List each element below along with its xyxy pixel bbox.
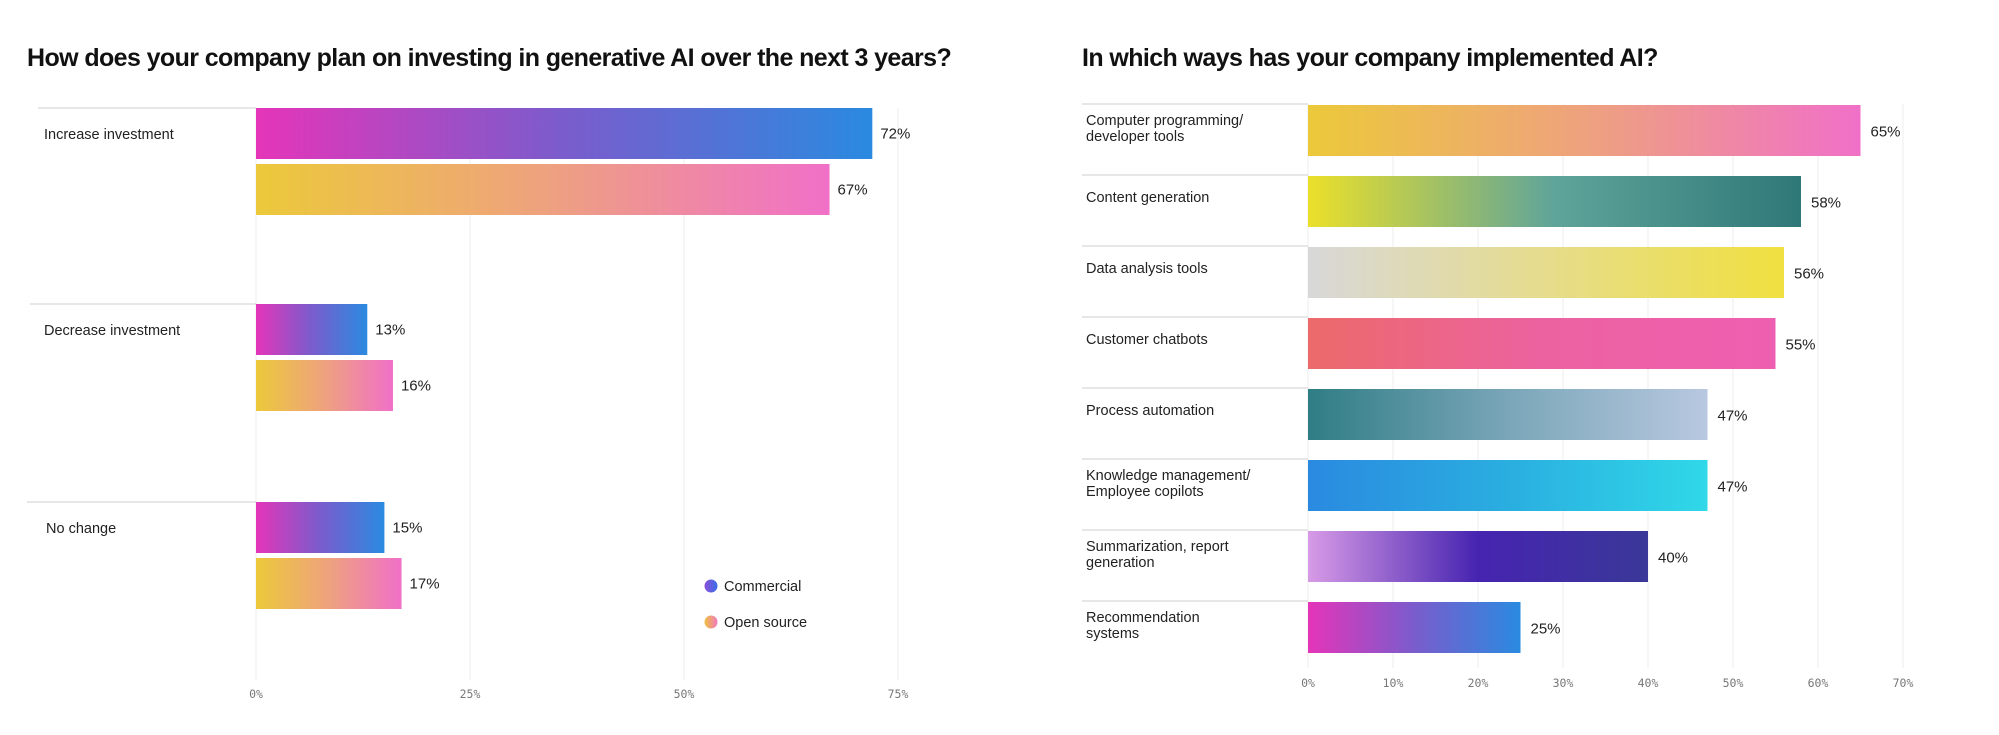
legend-label: Open source	[724, 615, 807, 631]
x-tick-label: 60%	[1808, 676, 1829, 690]
bar-value-label: 16%	[401, 378, 431, 395]
bar	[1308, 105, 1861, 156]
x-tick-label: 40%	[1638, 676, 1659, 690]
x-tick-label: 70%	[1893, 676, 1914, 690]
bar-value-label: 58%	[1811, 195, 1841, 212]
bar-value-label: 56%	[1794, 266, 1824, 283]
bar	[256, 164, 830, 215]
x-tick-label: 50%	[674, 687, 695, 701]
x-tick-label: 50%	[1723, 676, 1744, 690]
category-label: Process automation	[1086, 403, 1214, 419]
bar	[1308, 531, 1648, 582]
bar-value-label: 25%	[1531, 621, 1561, 638]
chart-panel-implementation: In which ways has your company implement…	[1060, 0, 1999, 735]
bar	[256, 304, 368, 355]
bar-value-label: 65%	[1871, 124, 1901, 141]
category-label: Content generation	[1086, 190, 1209, 206]
legend-swatch	[704, 579, 718, 593]
legend-label: Commercial	[724, 579, 801, 595]
chart-title-investment: How does your company plan on investing …	[27, 44, 952, 72]
bar-value-label: 47%	[1718, 408, 1748, 425]
category-label: Knowledge management/Employee copilots	[1086, 468, 1251, 500]
x-tick-label: 0%	[1301, 676, 1315, 690]
bar-value-label: 40%	[1658, 550, 1688, 567]
x-tick-label: 30%	[1553, 676, 1574, 690]
legend-swatch	[704, 615, 718, 629]
bar	[1308, 247, 1784, 298]
category-label: Customer chatbots	[1086, 332, 1208, 348]
category-label: Data analysis tools	[1086, 261, 1208, 277]
bar	[1308, 602, 1521, 653]
category-label: Increase investment	[44, 127, 174, 143]
bar-value-label: 67%	[838, 182, 868, 199]
bar-value-label: 17%	[410, 576, 440, 593]
bar	[1308, 389, 1708, 440]
bar-value-label: 55%	[1786, 337, 1816, 354]
bar-value-label: 72%	[880, 126, 910, 143]
category-label: Computer programming/developer tools	[1086, 113, 1244, 145]
category-label: No change	[46, 521, 116, 537]
bar	[1308, 176, 1801, 227]
category-label: Summarization, report generation	[1086, 539, 1229, 571]
bar	[256, 360, 393, 411]
bar	[1308, 460, 1708, 511]
bar	[256, 502, 385, 553]
implementation-bar-chart: 0% 10% 20% 30% 40% 50% 60% 70% Computer programm…	[1082, 103, 1914, 690]
x-tick-label: 75%	[888, 687, 909, 701]
category-label: Decrease investment	[44, 323, 180, 339]
bar-value-label: 47%	[1718, 479, 1748, 496]
bar	[256, 108, 873, 159]
bar	[1308, 318, 1776, 369]
bar-value-label: 15%	[392, 520, 422, 537]
chart-panel-investment: How does your company plan on investing …	[27, 44, 952, 701]
investment-bar-chart: 0% 25% 50% 75% Increase investment 72% 67% Decr…	[27, 107, 910, 701]
x-tick-label: 20%	[1468, 676, 1489, 690]
bar-value-label: 13%	[375, 322, 405, 339]
chart-title-implementation: In which ways has your company implement…	[1082, 44, 1658, 72]
bar	[256, 558, 402, 609]
x-tick-label: 10%	[1383, 676, 1404, 690]
category-label: Recommendation systems	[1086, 610, 1200, 642]
x-tick-label: 0%	[249, 687, 263, 701]
x-tick-label: 25%	[460, 687, 481, 701]
